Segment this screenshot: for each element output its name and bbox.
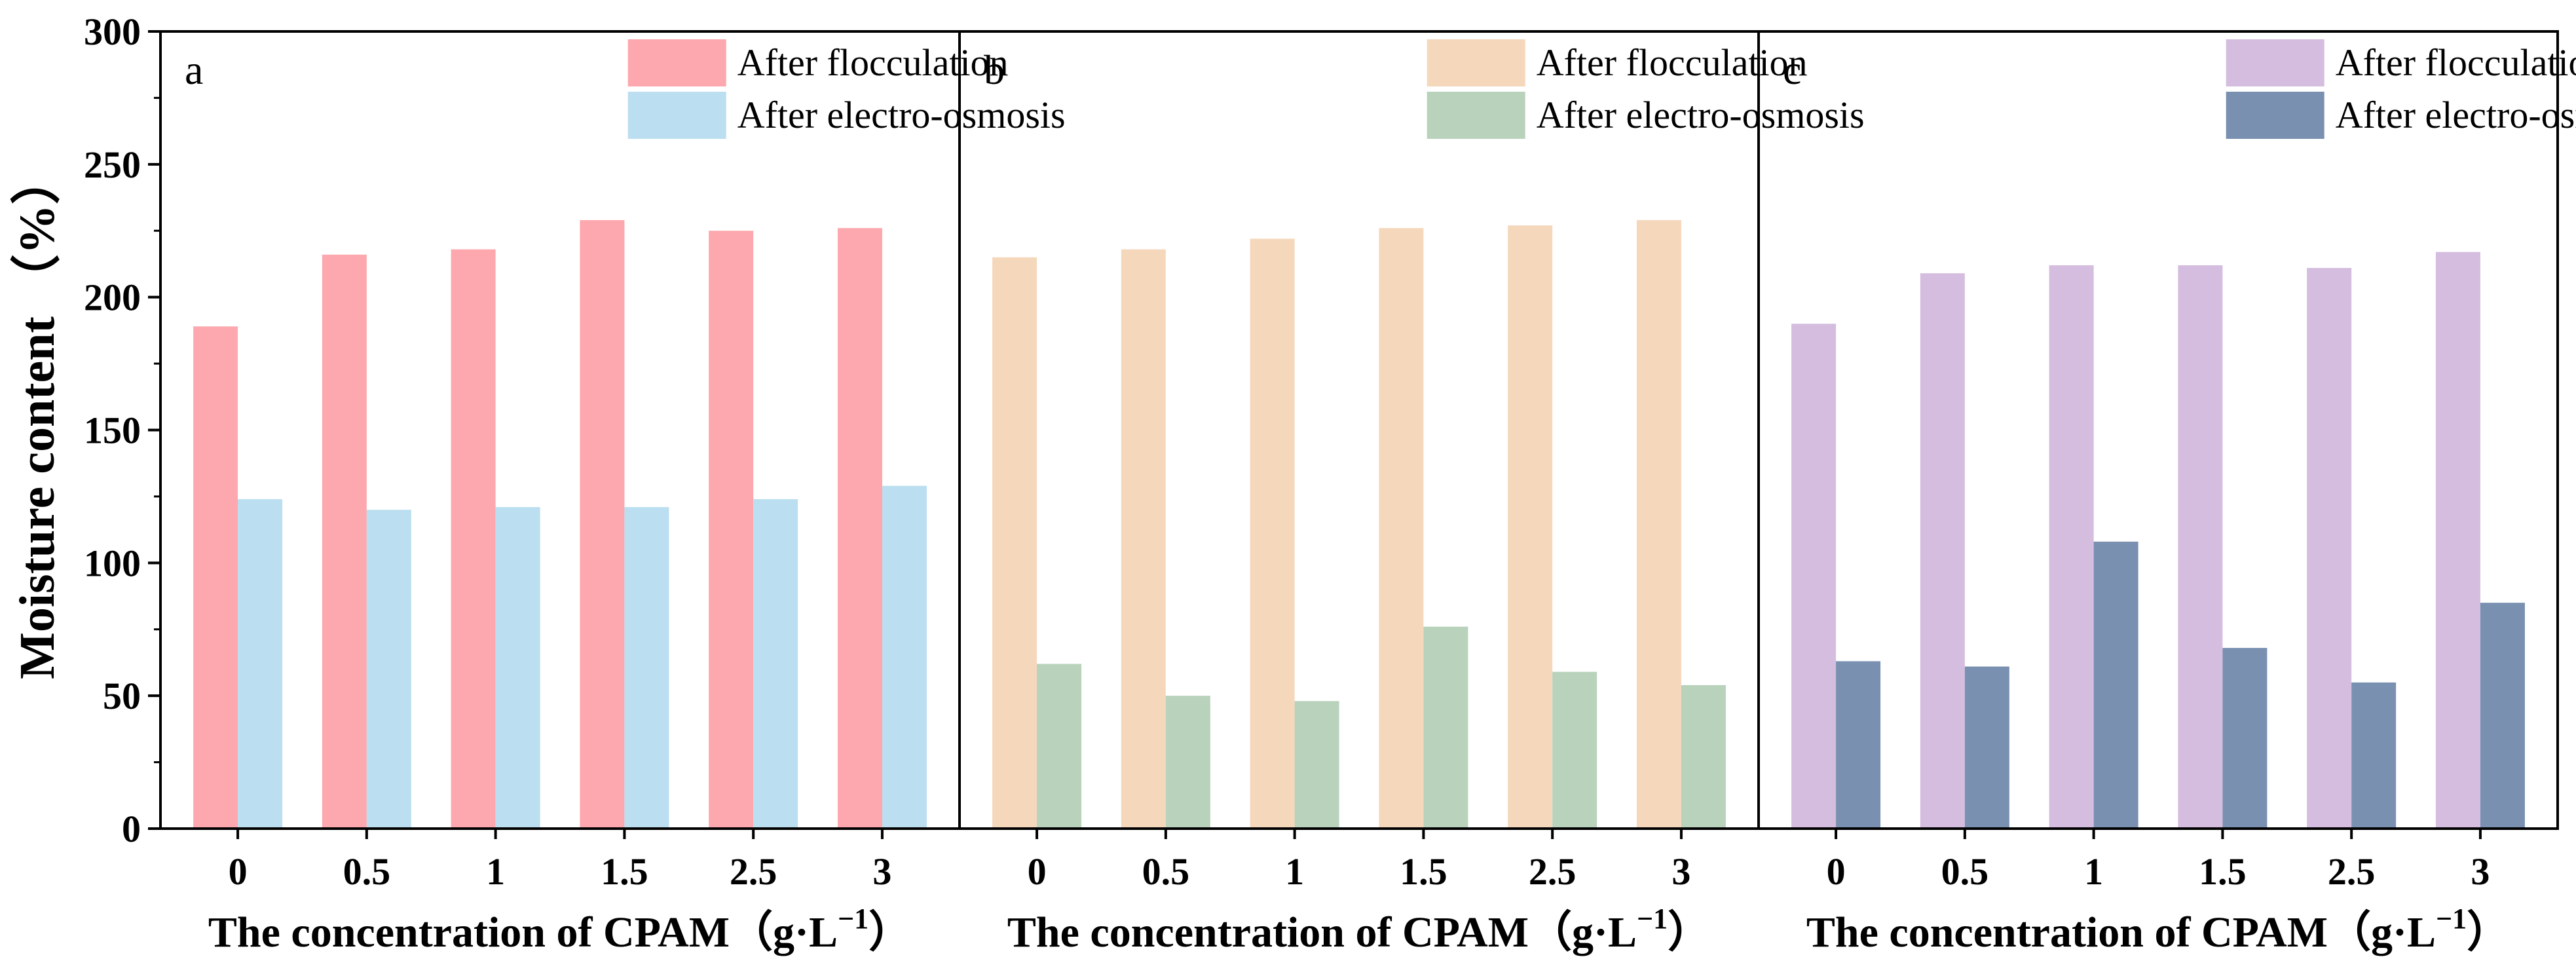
x-tick-label: 1 <box>2084 850 2103 893</box>
bar-a-electro-osmosis <box>624 507 669 829</box>
legend-label: After flocculation <box>737 41 1009 84</box>
bar-c-electro-osmosis <box>1836 661 1881 829</box>
bar-a-flocculation <box>709 231 754 829</box>
bar-c-electro-osmosis <box>1964 666 2009 829</box>
y-tick-label: 100 <box>84 542 141 584</box>
bar-c-flocculation <box>1791 324 1837 829</box>
bar-b-flocculation <box>1250 238 1295 829</box>
x-tick-label: 0.5 <box>1142 850 1190 893</box>
x-tick-label: 3 <box>2471 850 2490 893</box>
x-tick-label: 0 <box>1827 850 1846 893</box>
bar-c-flocculation <box>2049 265 2094 829</box>
panel-c: 0 0.5 1 1.5 2.5 3 c After flocculation After ele… <box>1757 30 2576 956</box>
panel-label: b <box>984 47 1005 93</box>
bar-b-flocculation <box>1636 220 1681 829</box>
bar-b-electro-osmosis <box>1294 701 1339 829</box>
x-tick-label: 0 <box>229 850 248 893</box>
bar-a-flocculation <box>837 228 882 829</box>
bar-a-electro-osmosis <box>495 507 540 829</box>
bar-c-electro-osmosis <box>2093 541 2138 829</box>
panel-frame <box>1757 30 2559 830</box>
bar-c-electro-osmosis <box>2480 603 2525 829</box>
x-tick-label: 2.5 <box>730 850 777 893</box>
bar-b-flocculation <box>1121 249 1166 829</box>
x-tick-label: 0 <box>1028 850 1047 893</box>
x-tick-label: 3 <box>1671 850 1690 893</box>
bar-b-electro-osmosis <box>1423 626 1468 829</box>
panel-label: c <box>1783 47 1801 93</box>
bar-c-flocculation <box>2307 268 2352 829</box>
x-tick-label: 2.5 <box>2328 850 2376 893</box>
x-tick-label: 1 <box>1285 850 1304 893</box>
x-axis-title: The concentration of CPAM（g·L−1） <box>1007 903 1711 956</box>
legend-swatch <box>2226 92 2324 139</box>
y-tick-label: 200 <box>84 276 141 319</box>
x-tick-label: 1 <box>486 850 505 893</box>
y-tick-label: 250 <box>84 143 141 186</box>
x-axis-title: The concentration of CPAM（g·L−1） <box>1806 903 2510 956</box>
bar-b-electro-osmosis <box>1037 664 1082 829</box>
y-tick-label: 50 <box>103 675 141 717</box>
legend-label: After electro-osmosis <box>2336 94 2576 136</box>
y-axis-title: Moisture content （%） <box>10 155 65 679</box>
bar-b-flocculation <box>1379 228 1424 829</box>
x-axis-title: The concentration of CPAM（g·L−1） <box>208 903 912 956</box>
bar-b-electro-osmosis <box>1552 671 1597 829</box>
legend-label: After flocculation <box>1537 41 1808 84</box>
bar-c-flocculation <box>2435 252 2480 829</box>
x-tick-label: 1.5 <box>1400 850 1447 893</box>
legend-swatch <box>1427 92 1525 139</box>
legend-label: After electro-osmosis <box>737 94 1066 136</box>
panel-label: a <box>185 47 203 93</box>
y-tick-label: 0 <box>122 808 141 850</box>
legend-swatch <box>2226 39 2324 86</box>
x-tick-label: 2.5 <box>1529 850 1577 893</box>
bar-a-flocculation <box>580 220 625 829</box>
bar-c-flocculation <box>1920 273 1965 829</box>
bar-a-flocculation <box>193 326 238 829</box>
legend-swatch <box>627 92 726 139</box>
bar-c-flocculation <box>2178 265 2223 829</box>
bar-c-electro-osmosis <box>2222 648 2268 829</box>
bar-b-flocculation <box>992 257 1037 829</box>
bar-b-electro-osmosis <box>1681 685 1726 829</box>
bar-a-flocculation <box>322 254 367 829</box>
x-tick-label: 0.5 <box>1941 850 1989 893</box>
bar-a-flocculation <box>451 249 496 829</box>
x-tick-label: 0.5 <box>343 850 391 893</box>
panel-b: 0 0.5 1 1.5 2.5 3 b After flocculation After ele… <box>958 30 1865 956</box>
bar-a-electro-osmosis <box>882 485 927 829</box>
bar-c-electro-osmosis <box>2351 682 2397 829</box>
legend-swatch <box>627 39 726 86</box>
y-tick-label: 300 <box>84 10 141 53</box>
bar-a-electro-osmosis <box>366 510 411 829</box>
bar-a-electro-osmosis <box>753 498 798 829</box>
x-tick-label: 3 <box>872 850 891 893</box>
bar-a-electro-osmosis <box>238 498 283 829</box>
legend-label: After electro-osmosis <box>1537 94 1865 136</box>
x-tick-label: 1.5 <box>601 850 648 893</box>
bar-b-flocculation <box>1508 225 1553 829</box>
legend-label: After flocculation <box>2336 41 2576 84</box>
panel-a: 0 0.5 1 1.5 2.5 3 a After flocculation After ele… <box>159 30 1066 956</box>
y-tick-label: 150 <box>84 409 141 452</box>
legend-swatch <box>1427 39 1525 86</box>
bar-b-electro-osmosis <box>1165 696 1210 829</box>
x-tick-label: 1.5 <box>2199 850 2247 893</box>
